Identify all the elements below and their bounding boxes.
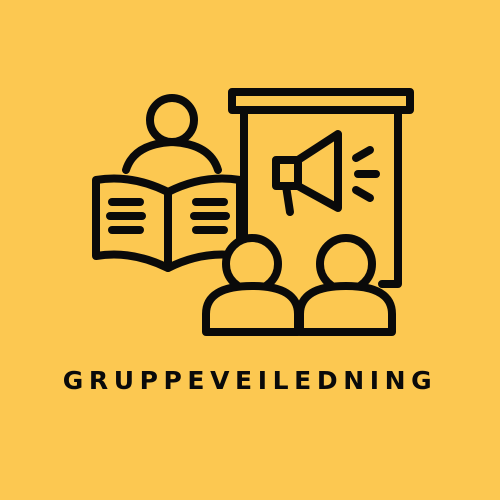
audience-person-icon: [202, 234, 396, 336]
presentation-board-icon: [228, 88, 414, 288]
megaphone-icon: [272, 130, 380, 216]
caption-title: GRUPPEVEILEDNING: [62, 366, 438, 395]
open-book-icon: [92, 174, 244, 272]
reader-person-icon: [122, 94, 222, 174]
